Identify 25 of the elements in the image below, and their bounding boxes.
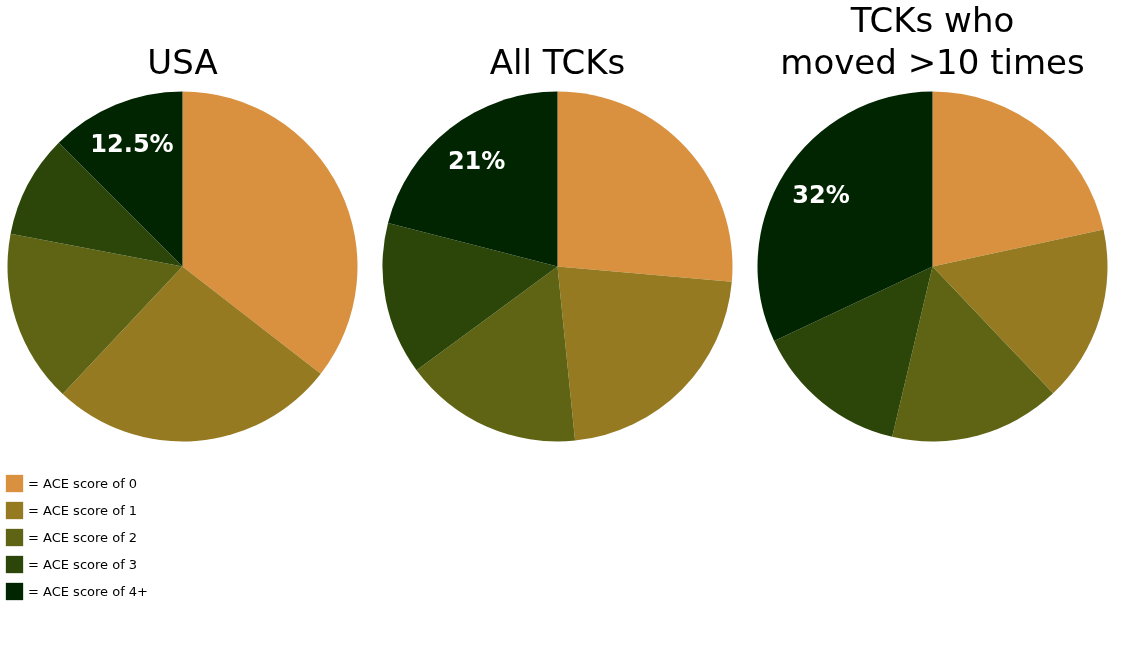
chart-title: All TCKs [489,42,626,82]
pie-slice [182,91,358,374]
pie-slice [774,266,933,437]
pie-slice [416,266,576,442]
pie-slice [557,266,732,441]
legend-label: = ACE score of 1 [28,502,138,518]
pie-slice [892,266,1054,442]
legend-label: = ACE score of 3 [28,556,138,572]
chart-title: USA [147,42,218,82]
pie-slice [62,266,321,442]
pie-slice [382,222,558,371]
pie-slice [7,233,183,395]
pie-slice [58,91,183,267]
chart-title: TCKs who moved >10 times [780,0,1085,82]
legend-label: = ACE score of 2 [28,529,138,545]
pie-slice [757,91,933,342]
pie-slice [932,229,1108,394]
data-label: 21% [447,147,506,176]
pie-slice [557,91,733,282]
data-label: 12.5% [90,129,174,158]
legend-label: = ACE score of 0 [28,475,138,491]
pie-slice [388,91,558,267]
pie-slice [932,91,1104,267]
data-label: 32% [792,180,850,209]
legend-label: = ACE score of 4+ [28,583,149,599]
